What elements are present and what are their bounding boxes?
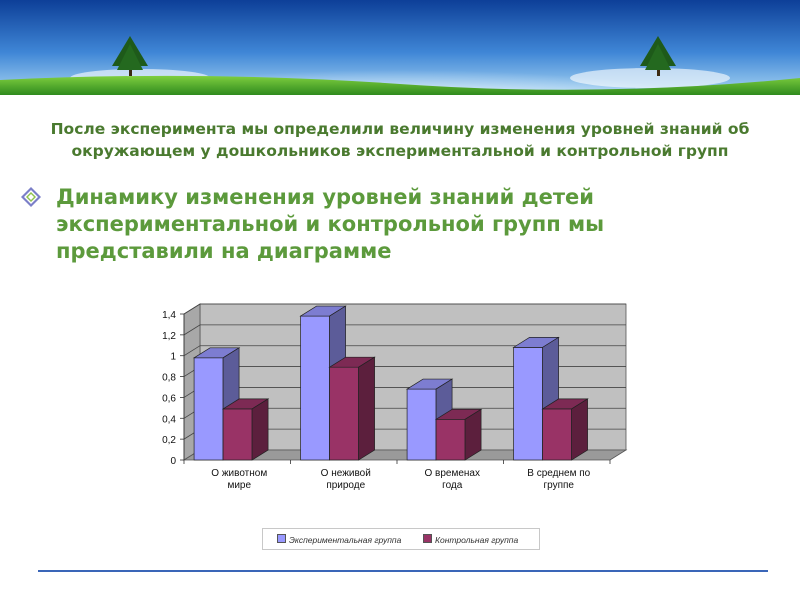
x-tick-label-0: О животном <box>211 468 267 479</box>
x-tick-label-0: мире <box>227 480 251 491</box>
x-tick-label-3: В среднем по <box>527 468 590 479</box>
bar-control-3 <box>541 398 589 461</box>
bullet-text: Динамику изменения уровней знаний детей … <box>56 185 605 263</box>
bar-control-0 <box>221 398 270 461</box>
bar-control-2 <box>434 408 483 461</box>
chart-gridline <box>183 303 626 315</box>
legend-swatch-control <box>423 534 432 543</box>
x-tick-label-1: О неживой <box>321 468 371 479</box>
legend-item-control: Контрольная группа <box>423 534 518 546</box>
x-tick-label-2: О временах <box>424 468 480 479</box>
slide-heading: После эксперимента мы определили величин… <box>50 120 750 160</box>
diamond-bullet-icon <box>21 187 41 207</box>
x-tick-label-2: года <box>442 480 463 491</box>
y-tick-label: 0,4 <box>162 414 176 425</box>
chart-gridline <box>183 345 626 357</box>
footer-divider <box>38 570 768 572</box>
sky-banner <box>0 0 800 95</box>
y-tick-label: 0 <box>170 456 176 467</box>
bar-control-1 <box>328 356 376 461</box>
chart-legend: Экспериментальная группа Контрольная гру… <box>262 528 540 550</box>
y-tick-label: 0,8 <box>162 373 176 384</box>
y-tick-label: 0,6 <box>162 393 176 404</box>
y-tick-label: 1,4 <box>162 310 176 321</box>
x-tick-label-1: природе <box>326 480 365 491</box>
y-tick-label: 1 <box>170 352 176 363</box>
chart-gridline <box>183 324 626 336</box>
legend-label-control: Контрольная группа <box>435 535 519 545</box>
tree-left-icon <box>112 36 148 76</box>
y-tick-label: 0,2 <box>162 435 176 446</box>
tree-right-icon <box>640 36 676 76</box>
legend-item-experimental: Экспериментальная группа <box>277 534 401 546</box>
x-tick-label-3: группе <box>544 480 575 491</box>
y-tick-label: 1,2 <box>162 331 176 342</box>
legend-swatch-experimental <box>277 534 286 543</box>
legend-label-experimental: Экспериментальная группа <box>289 535 402 545</box>
